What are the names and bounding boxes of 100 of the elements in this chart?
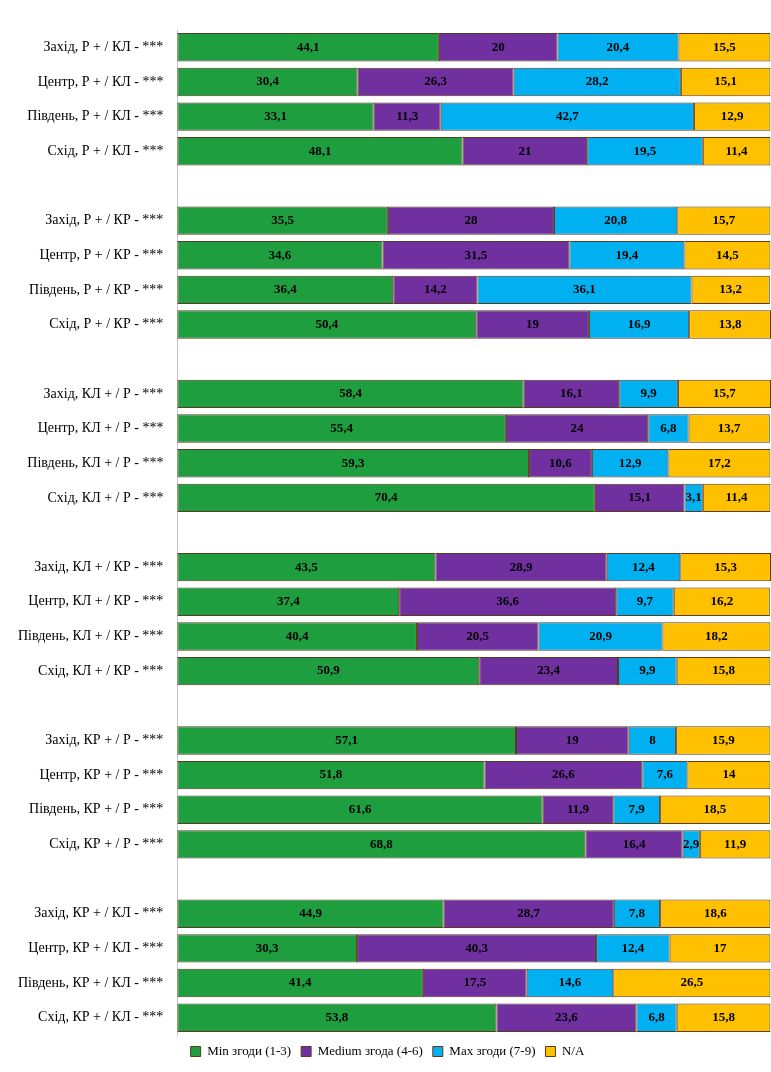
- y-tick-label: Південь, КР + / КЛ - ***: [17, 974, 164, 990]
- data-label: 23,4: [537, 662, 561, 678]
- y-tick-label: Захід, КЛ + / КР - ***: [34, 558, 164, 574]
- data-label: 20,9: [589, 627, 613, 643]
- data-label: 9,7: [636, 593, 654, 609]
- data-label: 21: [518, 142, 532, 158]
- data-label: 20: [491, 38, 505, 54]
- data-label: 28,9: [509, 558, 533, 574]
- data-label: 31,5: [464, 246, 488, 262]
- data-label: 58,4: [339, 385, 363, 401]
- data-label: 19,5: [633, 142, 657, 158]
- y-tick-label: Центр, Р + / КЛ - ***: [37, 73, 164, 89]
- data-label: 16,1: [560, 385, 583, 401]
- data-label: 11,4: [725, 142, 749, 158]
- y-tick-label: Південь, КЛ + / Р - ***: [27, 454, 164, 470]
- data-label: 10,6: [549, 454, 573, 470]
- data-label: 11,9: [566, 801, 590, 817]
- data-label: 15,7: [712, 211, 736, 227]
- data-label: 11,9: [724, 835, 747, 851]
- data-label: 16,2: [710, 593, 734, 609]
- data-label: 28,7: [517, 905, 541, 921]
- y-tick-label: Схід, Р + / КР - ***: [49, 316, 164, 332]
- data-label: 20,5: [466, 627, 490, 643]
- data-label: 15,5: [713, 38, 737, 54]
- data-label: 9,9: [639, 662, 656, 678]
- y-tick-label: Центр, Р + / КР - ***: [39, 246, 164, 262]
- data-label: 28: [464, 211, 478, 227]
- data-label: 8: [649, 731, 657, 747]
- data-label: 26,5: [680, 974, 704, 990]
- data-label: 19,4: [615, 246, 639, 262]
- y-tick-label: Південь, КР + / Р - ***: [29, 801, 164, 817]
- data-label: 36,4: [273, 281, 298, 297]
- y-tick-label: Центр, КР + / Р - ***: [39, 766, 164, 782]
- data-label: 61,6: [348, 801, 372, 817]
- data-label: 12,9: [720, 108, 745, 123]
- data-label: 6,8: [660, 419, 678, 435]
- data-label: 12,9: [618, 454, 643, 470]
- data-label: 12,4: [632, 558, 656, 574]
- y-tick-label: Південь, КЛ + / КР - ***: [17, 628, 164, 644]
- data-label: 15,8: [712, 1009, 736, 1025]
- data-label: 53,8: [325, 1009, 349, 1025]
- data-label: 14,2: [423, 281, 447, 297]
- data-label: 16,4: [622, 835, 646, 851]
- data-label: 13,2: [719, 281, 743, 297]
- data-label: 18,6: [703, 905, 728, 921]
- data-label: 24: [570, 419, 585, 435]
- data-label: 36,6: [496, 593, 520, 609]
- data-label: 17,2: [708, 454, 731, 470]
- y-tick-label: Центр, КЛ + / КР - ***: [28, 593, 164, 609]
- data-label: 15,9: [711, 731, 736, 747]
- y-tick-label: Схід, КР + / Р - ***: [49, 836, 164, 852]
- data-label: 44,1: [296, 38, 320, 54]
- data-label: 3,1: [685, 489, 702, 505]
- y-tick-label: Схід, Р + / КЛ - ***: [47, 142, 164, 158]
- data-label: 42,7: [555, 108, 580, 123]
- data-label: 15,1: [628, 489, 652, 505]
- y-tick-label: Схід, КР + / КЛ - ***: [38, 1009, 164, 1025]
- data-label: 20,4: [606, 38, 630, 54]
- data-label: 28,2: [585, 73, 609, 89]
- data-label: 7,6: [656, 766, 674, 782]
- data-label: 43,5: [294, 558, 319, 574]
- y-tick-label: Південь, Р + / КР - ***: [29, 281, 164, 297]
- data-label: 34,6: [268, 246, 292, 262]
- data-label: 57,1: [335, 731, 359, 747]
- data-label: 48,1: [308, 142, 332, 158]
- data-label: 2,9: [683, 835, 700, 851]
- data-label: 30,4: [256, 73, 280, 89]
- y-tick-label: Захід, КЛ + / Р - ***: [43, 385, 164, 401]
- data-label: 14: [722, 766, 736, 782]
- data-label: 26,3: [424, 73, 448, 89]
- y-tick-label: Центр, КЛ + / Р - ***: [37, 420, 164, 436]
- data-label: 17: [713, 939, 727, 955]
- legend-label: N/A: [561, 1042, 585, 1058]
- y-tick-label: Захід, КР + / КЛ - ***: [34, 905, 164, 921]
- data-label: 36,1: [573, 281, 596, 297]
- data-label: 40,4: [285, 627, 310, 643]
- data-label: 6,8: [648, 1009, 666, 1025]
- data-label: 20,8: [604, 211, 628, 227]
- data-label: 11,4: [725, 489, 749, 505]
- data-label: 40,3: [465, 939, 489, 955]
- data-label: 16,9: [627, 315, 651, 331]
- legend-label: Max згоди (7-9): [449, 1042, 536, 1058]
- data-label: 68,8: [370, 835, 394, 851]
- data-label: 7,8: [628, 905, 646, 921]
- data-label: 18,5: [703, 801, 727, 817]
- data-label: 15,7: [713, 385, 737, 401]
- data-label: 70,4: [374, 489, 398, 505]
- data-label: 50,9: [316, 662, 341, 678]
- data-label: 51,8: [319, 766, 343, 782]
- legend-label: Min згоди (1-3): [207, 1042, 292, 1058]
- data-label: 35,5: [271, 211, 295, 227]
- data-label: 7,9: [628, 801, 646, 817]
- y-tick-label: Південь, Р + / КЛ - ***: [27, 108, 164, 124]
- data-label: 15,8: [712, 662, 736, 678]
- data-label: 26,6: [552, 766, 576, 782]
- data-label: 9,9: [640, 385, 658, 401]
- data-label: 50,4: [315, 315, 339, 331]
- data-label: 13,7: [717, 419, 742, 435]
- y-tick-label: Захід, Р + / КР - ***: [45, 212, 164, 228]
- data-label: 41,4: [288, 974, 313, 990]
